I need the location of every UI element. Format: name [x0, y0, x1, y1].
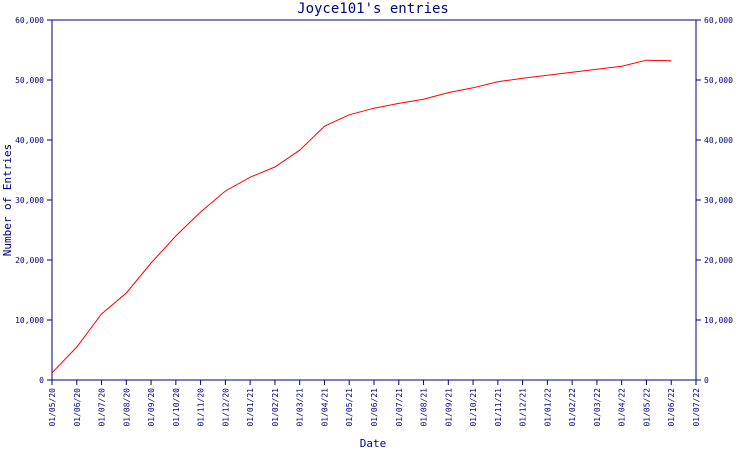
x-tick-label: 01/09/20 [147, 388, 156, 427]
y-tick-label-right: 30,000 [704, 196, 733, 205]
y-tick-label-right: 10,000 [704, 316, 733, 325]
x-tick-label: 01/04/21 [320, 388, 329, 427]
y-tick-label-right: 20,000 [704, 256, 733, 265]
y-tick-label-left: 30,000 [15, 196, 44, 205]
series-layer [51, 59, 672, 374]
y-tick-label-left: 50,000 [15, 76, 44, 85]
x-tick-label: 01/11/20 [197, 388, 206, 427]
x-tick-label: 01/05/20 [48, 388, 57, 427]
x-tick-label: 01/06/22 [667, 388, 676, 427]
x-tick-label: 01/07/22 [692, 388, 701, 427]
x-axis-label: Date [360, 437, 387, 450]
series-line [51, 59, 672, 374]
x-tick-label: 01/10/20 [172, 388, 181, 427]
y-tick-label-left: 40,000 [15, 136, 44, 145]
x-tick-label: 01/03/22 [593, 388, 602, 427]
y-axis-right: 0 10,000 20,000 30,000 40,000 50,000 60,000 [696, 16, 733, 385]
x-tick-label: 01/08/20 [122, 388, 131, 427]
x-tick-label: 01/02/22 [568, 388, 577, 427]
x-tick-label: 01/07/20 [98, 388, 107, 427]
y-tick-label-right: 50,000 [704, 76, 733, 85]
y-tick-label-left: 10,000 [15, 316, 44, 325]
y-axis-label: Number of Entries [1, 144, 14, 257]
x-tick-label: 01/02/21 [271, 388, 280, 427]
y-tick-label-right: 60,000 [704, 16, 733, 25]
x-tick-label: 01/10/21 [469, 388, 478, 427]
x-tick-label: 01/12/20 [221, 388, 230, 427]
x-tick-label: 01/12/21 [519, 388, 528, 427]
y-axis-left: 0 10,000 20,000 30,000 40,000 50,000 60,000 [15, 16, 52, 385]
y-tick-label-right: 40,000 [704, 136, 733, 145]
x-tick-label: 01/07/21 [395, 388, 404, 427]
x-tick-label: 01/08/21 [420, 388, 429, 427]
plot-frame [51, 19, 697, 381]
y-tick-label-left: 20,000 [15, 256, 44, 265]
x-tick-label: 01/01/21 [246, 388, 255, 427]
x-tick-label: 01/03/21 [296, 388, 305, 427]
x-tick-label: 01/05/22 [642, 388, 651, 427]
y-tick-label-left: 0 [39, 376, 44, 385]
x-tick-label: 01/06/21 [370, 388, 379, 427]
x-tick-label: 01/01/22 [543, 388, 552, 427]
y-tick-label-left: 60,000 [15, 16, 44, 25]
x-tick-label: 01/09/21 [444, 388, 453, 427]
x-tick-label: 01/06/20 [73, 388, 82, 427]
x-tick-label: 01/05/21 [345, 388, 354, 427]
chart-title: Joyce101's entries [297, 1, 449, 17]
y-tick-label-right: 0 [704, 376, 709, 385]
x-axis: 01/05/20 01/06/20 01/07/20 01/08/20 01/09/20… [48, 380, 701, 427]
x-tick-label: 01/04/22 [618, 388, 627, 427]
x-tick-label: 01/11/21 [494, 388, 503, 427]
